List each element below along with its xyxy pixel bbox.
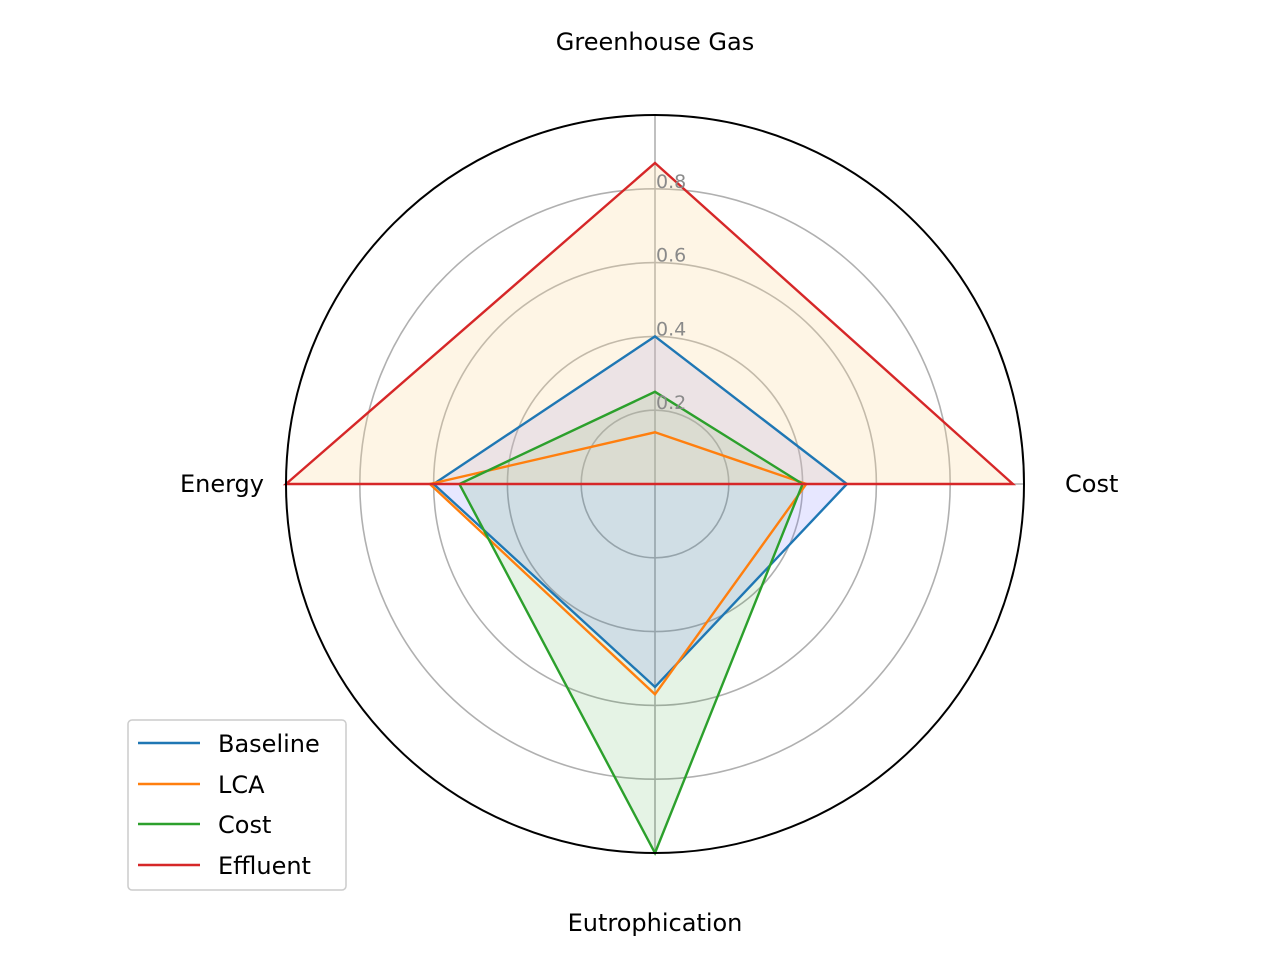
axis-label-layer: Greenhouse Gas Cost Eutrophication Energ… — [180, 28, 1118, 937]
series-fill-layer — [286, 163, 1013, 853]
series-line-baseline — [431, 334, 849, 689]
legend-label-cost: Cost — [218, 811, 271, 839]
axis-label-energy: Energy — [180, 470, 264, 498]
r-tick-label-1: 0.4 — [656, 318, 686, 340]
series-line-effluent — [282, 161, 1017, 486]
r-tick-label-3: 0.8 — [656, 171, 686, 193]
axis-label-greenhouse-gas: Greenhouse Gas — [556, 28, 755, 56]
legend: Baseline LCA Cost Effluent — [127, 719, 347, 891]
r-tick-label-2: 0.6 — [656, 245, 686, 267]
series-fill-baseline — [433, 336, 847, 687]
legend-box — [127, 719, 347, 891]
axis-label-eutrophication: Eutrophication — [568, 909, 743, 937]
legend-label-baseline: Baseline — [218, 730, 320, 758]
series-line-lca — [427, 431, 809, 697]
series-fill-effluent — [286, 163, 1013, 484]
series-fill-cost — [459, 391, 803, 853]
frame-layer — [285, 114, 1025, 854]
legend-label-lca: LCA — [218, 771, 265, 799]
axis-label-cost: Cost — [1065, 470, 1118, 498]
r-tick-label-0: 0.2 — [656, 392, 686, 414]
outer-frame — [285, 114, 1025, 854]
legend-label-effluent: Effluent — [218, 852, 311, 880]
tick-label-layer: 0.2 0.4 0.6 0.8 — [656, 171, 686, 414]
